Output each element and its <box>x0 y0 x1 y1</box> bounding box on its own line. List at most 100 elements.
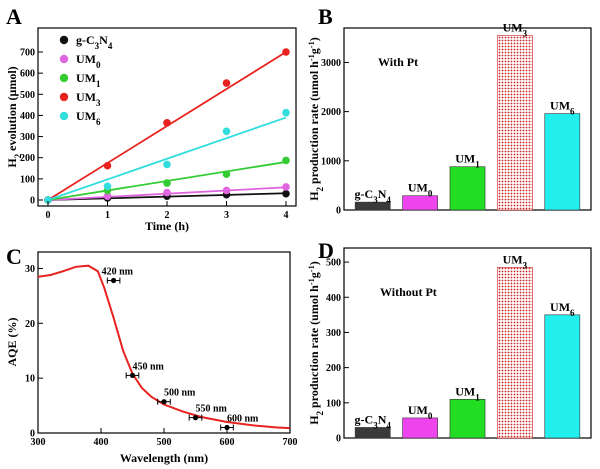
legend-marker-um3 <box>59 92 69 102</box>
panel-d-bar-label: g-C3N4 <box>355 412 392 430</box>
panel-d-ytick-label: 400 <box>326 293 341 304</box>
panel-a-data-point <box>44 196 52 204</box>
panel-a-data-point <box>282 183 290 191</box>
panel-c-xlabel: Wavelength (nm) <box>120 451 208 465</box>
panel-d-bar-gc3n4 <box>354 427 391 439</box>
panel-d-ytick-label: 300 <box>326 328 341 339</box>
panel-a-fit-line <box>47 116 287 201</box>
panel-c-aqe-point <box>111 277 117 284</box>
panel-a-data-point <box>103 192 112 200</box>
panel-a-data-point <box>222 170 231 179</box>
panel-a-xlabel: Time (h) <box>145 219 189 233</box>
legend-label-gc3n4: g-C3N4 <box>76 33 113 51</box>
panel-a-ytick-label: 500 <box>20 90 35 101</box>
panel-a-data-point <box>222 79 231 87</box>
panel-a-ytick-label: 600 <box>20 69 35 80</box>
panel-b-bar-label: g-C3N4 <box>355 187 392 205</box>
panel-c-point-label: 550 nm <box>196 404 228 415</box>
legend-label-um6: UM6 <box>76 109 101 127</box>
panel-a-data-point <box>163 188 171 197</box>
panel-c-point-label: 420 nm <box>102 267 134 278</box>
panel-b-bar-gc3n4 <box>354 201 391 211</box>
panel-b-condition: With Pt <box>378 55 418 69</box>
panel-a-data-point <box>222 186 231 195</box>
panel-a-data-point <box>163 119 171 127</box>
panel-a-xtick-label: 3 <box>224 210 229 221</box>
panel-c-ytick-label: 10 <box>25 374 35 385</box>
panel-a-data-point <box>282 189 290 198</box>
panel-a-xtick-label: 4 <box>284 210 289 221</box>
panel-c-ylabel: AQE (%) <box>5 318 19 367</box>
panel-d-bar-um6 <box>544 314 581 439</box>
panel-c-ytick-label: 0 <box>30 429 35 440</box>
panel-b-ytick-label: 2000 <box>321 107 341 118</box>
panel-a-data-point <box>163 160 171 169</box>
legend-label-um1: UM1 <box>76 71 101 89</box>
panel-c-xtick-label: 700 <box>283 437 298 448</box>
panel-c-aqe-point <box>129 372 136 379</box>
panel-a-ylabel: H2 evolution (μmol) <box>5 66 23 167</box>
panel-d-bar-um0 <box>402 417 438 439</box>
panel-c-aqe-point <box>224 424 230 431</box>
panel-a-xtick-label: 2 <box>165 210 170 221</box>
panel-d-ytick-label: 0 <box>336 434 341 445</box>
panel-a-ytick-label: 700 <box>20 48 35 59</box>
panel-a-ytick-label: 100 <box>20 174 35 185</box>
panel-a-data-point <box>163 179 171 187</box>
panel-d-ytick-label: 200 <box>326 363 341 374</box>
panel-a-ytick-label: 200 <box>20 153 35 164</box>
legend-marker-um0 <box>59 54 69 64</box>
panel-a-ytick-label: 400 <box>20 111 35 122</box>
panel-d-ytick-label: 500 <box>326 258 341 269</box>
panel-b-bar-um6 <box>544 113 581 211</box>
panel-b-ytick-label: 1000 <box>321 156 341 167</box>
panel-d-condition: Without Pt <box>380 285 437 299</box>
panel-b-bar-um3 <box>497 35 533 211</box>
panel-c-xtick-label: 400 <box>94 437 109 448</box>
panel-c-point-label: 500 nm <box>164 388 196 399</box>
panel-b-bar-um0 <box>402 195 438 211</box>
legend-marker-gc3n4 <box>59 35 69 45</box>
panel-c-ytick-label: 20 <box>25 319 35 330</box>
panel-b-bar-label: UM0 <box>408 181 433 199</box>
panel-d-bar-label: UM6 <box>550 300 575 318</box>
panel-d-ytick-label: 100 <box>326 398 341 409</box>
panel-c-aqe-point <box>192 415 199 421</box>
panel-c-ytick-label: 30 <box>25 264 35 275</box>
panel-d-bar-label: UM1 <box>455 384 480 402</box>
panel-a-xtick-label: 0 <box>46 210 51 221</box>
panel-b-bar-label: UM1 <box>455 152 480 170</box>
legend-marker-um1 <box>59 73 69 83</box>
panel-b-bar-um1 <box>449 166 486 211</box>
panel-b-bar-label: UM3 <box>503 20 528 38</box>
panel-a-data-point <box>103 182 112 191</box>
panel-b-ylabel: H2 production rate (umol h-1g-1) <box>307 37 326 201</box>
legend-label-um0: UM0 <box>76 52 101 70</box>
panel-c-aqe-point <box>161 399 167 405</box>
panel-a-ytick-label: 0 <box>30 196 35 207</box>
panel-a-data-point <box>282 156 290 165</box>
panel-d-bar-label: UM0 <box>408 403 433 421</box>
panel-b-ytick-label: 0 <box>336 206 341 217</box>
panel-d-without-pt-bars: g-C3N4 UM0 UM1 UM3 UM6 0 100 200 300 400 500 With… <box>307 247 592 445</box>
panel-c-xtick-label: 500 <box>157 437 172 448</box>
panel-b-with-pt-bars: g-C3N4 UM0 UM1 UM3 UM6 0 1000 2000 3000 With Pt… <box>307 20 592 217</box>
panel-d-bar-um3 <box>497 267 533 439</box>
panel-c-xtick-label: 300 <box>31 437 46 448</box>
panel-d-bar-um1 <box>449 398 486 439</box>
panel-b-ytick-label: 3000 <box>321 58 341 69</box>
panel-c-frame <box>37 251 291 434</box>
panel-c-point-label: 450 nm <box>133 361 165 372</box>
panel-a-data-point <box>103 161 112 170</box>
panel-a-data-point <box>222 127 231 136</box>
legend-label-um3: UM3 <box>76 90 101 108</box>
panel-a-data-point <box>282 108 290 117</box>
panel-a-data-point <box>282 48 290 56</box>
panel-a-evolution-plot: 0 1 2 3 4 0 100 200 300 400 500 600 700 g-C3N4UM0UM1… <box>5 27 297 233</box>
panel-d-bar-label: UM3 <box>503 252 528 270</box>
panel-label-a: A <box>6 4 22 29</box>
panel-label-b: B <box>318 4 333 29</box>
panel-a-ytick-label: 300 <box>20 132 35 143</box>
